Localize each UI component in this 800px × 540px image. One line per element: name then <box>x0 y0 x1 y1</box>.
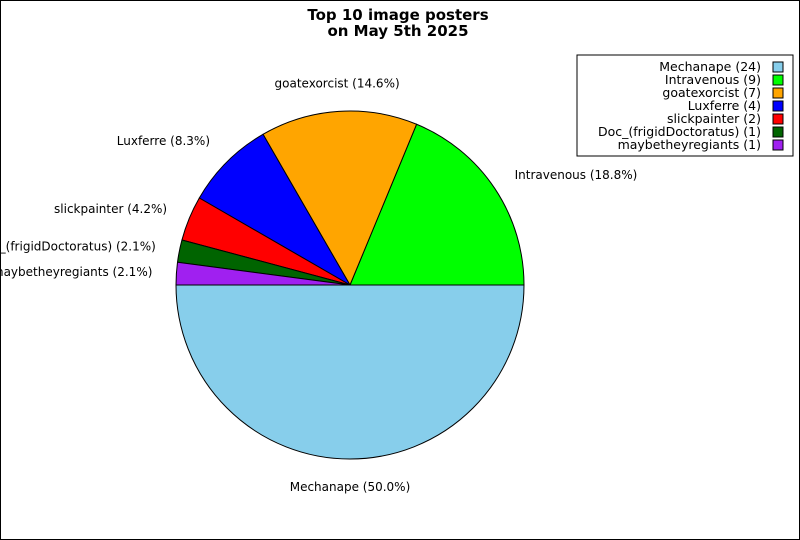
legend-swatch-mechanape <box>772 61 784 73</box>
legend-label-doc-frigiddoctoratus: Doc_(frigidDoctoratus) (1) <box>598 124 761 139</box>
slice-labels: Mechanape (50.0%) Intravenous (18.8%) goat… <box>1 76 637 494</box>
legend-label-maybetheyregiants: maybetheyregiants (1) <box>618 137 761 152</box>
slice-label-slickpainter: slickpainter (4.2%) <box>54 202 167 216</box>
legend: Mechanape (24)Intravenous (9)goatexorcis… <box>576 54 794 157</box>
pie-slice-mechanape <box>175 284 525 460</box>
pie-slice-luxferre <box>198 133 351 286</box>
slice-label-luxferre: Luxferre (8.3%) <box>117 134 210 148</box>
slice-label-intravenous: Intravenous (18.8%) <box>515 168 638 182</box>
slice-label-goatexorcist: goatexorcist (14.6%) <box>275 76 400 90</box>
legend-label-mechanape: Mechanape (24) <box>659 59 761 74</box>
chart-title-line-1: Top 10 image posters <box>307 6 488 24</box>
legend-swatch-maybetheyregiants <box>772 139 784 151</box>
pie-slice-intravenous <box>349 123 525 286</box>
chart-title-line-2: on May 5th 2025 <box>327 22 468 40</box>
pie-slice-maybetheyregiants <box>175 261 351 286</box>
pie-slice-goatexorcist <box>262 110 418 286</box>
chart-title: Top 10 image posters on May 5th 2025 <box>307 6 488 40</box>
slice-label-doc-frigiddoctoratus: Doc_(frigidDoctoratus) (2.1%) <box>1 239 156 253</box>
legend-swatch-luxferre <box>772 100 784 112</box>
legend-swatch-slickpainter <box>772 113 784 125</box>
legend-box <box>576 54 794 157</box>
legend-label-slickpainter: slickpainter (2) <box>667 111 761 126</box>
slice-label-maybetheyregiants: maybetheyregiants (2.1%) <box>1 265 152 279</box>
legend-swatch-goatexorcist <box>772 87 784 99</box>
legend-swatch-intravenous <box>772 74 784 86</box>
slice-label-mechanape: Mechanape (50.0%) <box>290 480 411 494</box>
legend-swatch-doc-frigiddoctoratus <box>772 126 784 138</box>
legend-label-intravenous: Intravenous (9) <box>665 72 761 87</box>
legend-label-luxferre: Luxferre (4) <box>688 98 761 113</box>
legend-label-goatexorcist: goatexorcist (7) <box>662 85 761 100</box>
pie-slices <box>175 110 525 460</box>
